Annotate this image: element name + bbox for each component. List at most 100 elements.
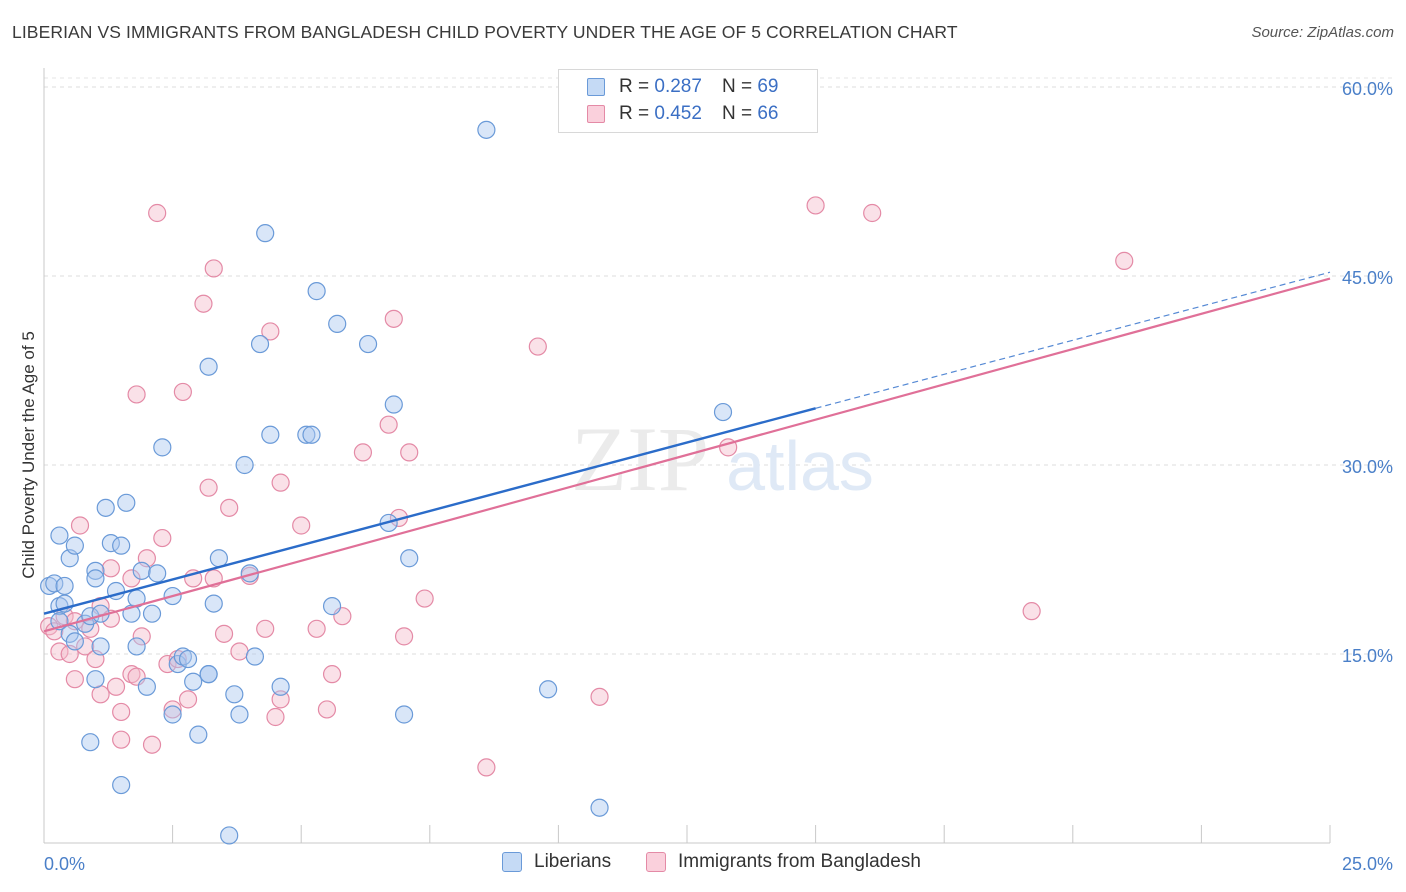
watermark: ZIP atlas: [571, 408, 874, 510]
legend-n-value: 66: [757, 103, 779, 124]
liberian-point: [55, 576, 74, 596]
bangladesh-point: [122, 665, 141, 684]
bangladesh-point: [106, 677, 126, 696]
series-legend: Liberians Immigrants from Bangladesh: [0, 851, 1406, 877]
bangladesh-point: [142, 735, 162, 754]
axes: [43, 68, 1331, 844]
bangladesh-point: [384, 309, 403, 328]
legend-n-value: 69: [757, 76, 779, 97]
bangladesh-point: [112, 730, 131, 749]
liberian-point: [235, 455, 254, 475]
liberian-point: [81, 733, 100, 752]
bangladesh-point: [168, 649, 187, 669]
liberian-point: [86, 670, 105, 689]
bangladesh-point: [590, 687, 609, 706]
legend-r-label: R =: [619, 76, 650, 97]
bangladesh-point: [379, 415, 398, 434]
bangladesh-point: [220, 498, 239, 517]
liberian-point: [209, 549, 228, 568]
watermark-atlas: atlas: [726, 427, 874, 505]
watermark-zip: ZIP: [571, 408, 709, 510]
bangladesh-point: [863, 203, 882, 223]
liberian-point: [153, 438, 172, 457]
liberian-point: [230, 705, 249, 724]
bangladesh-point: [271, 690, 290, 709]
chart-title: LIBERIAN VS IMMIGRANTS FROM BANGLADESH C…: [12, 22, 958, 42]
liberian-point: [204, 594, 223, 613]
bangladesh-point: [394, 627, 414, 646]
bangladesh-point: [261, 322, 280, 341]
liberian-point: [112, 536, 131, 555]
liberian-point: [65, 536, 84, 555]
bangladesh-point: [122, 569, 141, 588]
bangladesh-point: [806, 196, 825, 215]
bangladesh-point: [199, 478, 218, 497]
liberian-point: [261, 425, 280, 444]
bangladesh-point: [528, 337, 547, 356]
bangladesh-point: [153, 528, 172, 548]
bangladesh-point: [266, 707, 285, 727]
y-tick-label: 30.0%: [1342, 457, 1393, 477]
liberian-point: [184, 672, 203, 691]
liberian-point: [112, 775, 131, 795]
bangladesh-point: [400, 443, 419, 462]
bangladesh-point: [204, 259, 223, 278]
legend-item-liberians: Liberians: [502, 851, 611, 873]
bangladesh-point: [477, 758, 496, 777]
liberian-point: [199, 357, 218, 376]
liberian-point: [271, 677, 290, 696]
liberian-point: [250, 334, 270, 354]
liberian-point: [302, 425, 321, 444]
x-tick-label: 25.0%: [1342, 854, 1393, 874]
bangladesh-point: [178, 690, 198, 709]
liberian-point: [358, 334, 378, 354]
liberian-point: [50, 526, 69, 545]
y-tick-label: 45.0%: [1342, 268, 1393, 288]
liberian-point: [86, 569, 105, 588]
bangladesh-point: [158, 654, 177, 674]
bangladesh-swatch: [587, 105, 605, 123]
bangladesh-point: [1115, 251, 1134, 270]
correlation-legend: R = 0.287 N = 69 R = 0.452 N = 66: [558, 69, 818, 133]
liberian-point: [713, 402, 733, 422]
bangladesh-point: [101, 559, 120, 578]
liberian-point: [132, 561, 151, 580]
bangladesh-trend-line: [43, 277, 1331, 633]
liberian-point: [127, 637, 146, 656]
liberian-point: [65, 632, 84, 651]
liberian-point: [322, 597, 342, 616]
liberian-point: [297, 425, 316, 444]
liberian-point: [96, 498, 115, 517]
bangladesh-point: [65, 670, 84, 689]
liberian-point: [86, 561, 105, 580]
bangladesh-point: [271, 473, 290, 492]
liberian-point: [220, 826, 239, 845]
legend-label-bangladesh: Immigrants from Bangladesh: [678, 851, 921, 872]
legend-n-label: N =: [721, 103, 753, 124]
bangladesh-point: [148, 203, 167, 223]
legend-row-liberians: R = 0.287 N = 69: [587, 74, 778, 100]
liberian-trend-extension: [815, 271, 1331, 409]
liberian-point: [394, 705, 414, 724]
bangladesh-point: [230, 642, 249, 661]
tick-labels: 15.0% 30.0% 45.0% 60.0% 0.0% 25.0%: [44, 79, 1393, 874]
bangladesh-point: [132, 627, 151, 646]
bangladesh-point: [194, 294, 213, 313]
liberian-point: [199, 665, 218, 684]
liberian-point: [91, 637, 110, 656]
liberian-point: [148, 564, 167, 583]
bangladesh-point: [112, 702, 131, 722]
bangladesh-point: [307, 619, 326, 638]
liberian-point: [400, 549, 419, 568]
bangladesh-point: [70, 516, 90, 535]
bangladesh-legend-swatch: [646, 852, 666, 872]
legend-row-bangladesh: R = 0.452 N = 66: [587, 101, 778, 127]
bangladesh-point: [353, 443, 373, 462]
liberian-point: [328, 314, 347, 333]
bangladesh-point: [415, 589, 434, 608]
liberian-point: [384, 395, 403, 414]
bangladesh-point: [214, 624, 234, 643]
bangladesh-point: [91, 685, 110, 704]
y-tick-label: 60.0%: [1342, 79, 1393, 99]
